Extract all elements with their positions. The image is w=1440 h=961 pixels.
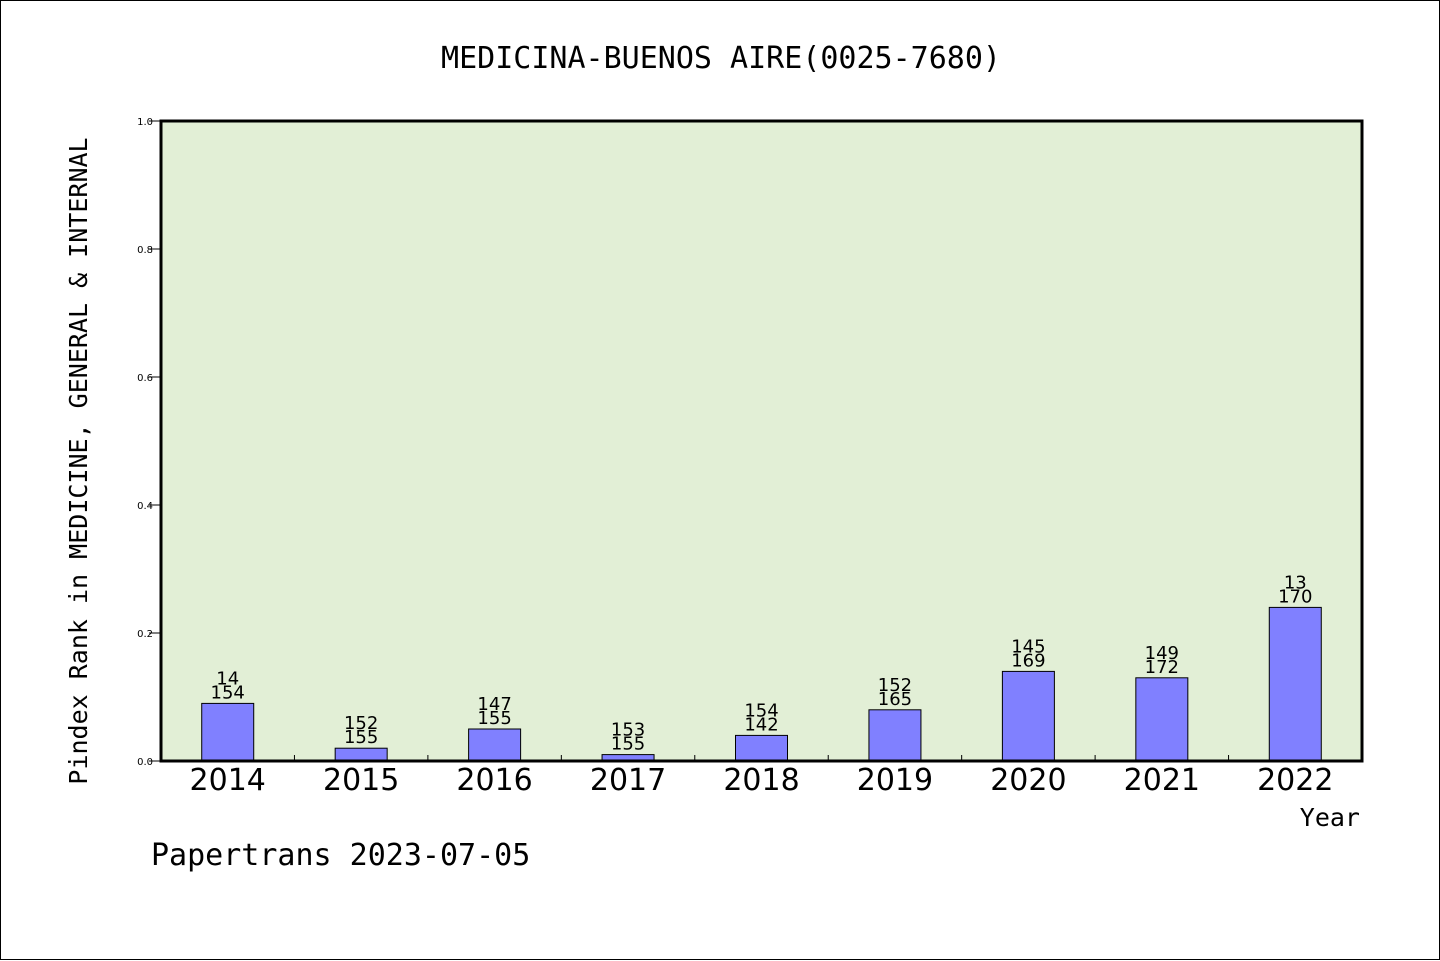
bar-2014 — [201, 702, 255, 762]
x-tick-label: 2014 — [190, 763, 266, 798]
y-tick-label: 1.0 — [137, 117, 153, 128]
bar-2022 — [1268, 606, 1322, 762]
x-tick-label: 2018 — [723, 763, 799, 798]
y-tick-label: 0.8 — [137, 245, 153, 256]
bar-2019 — [868, 709, 922, 762]
bar-label-bottom: 154 — [211, 682, 245, 703]
bar-label-top: 152 — [344, 713, 378, 734]
bar-label-bottom: 142 — [744, 714, 778, 735]
y-tick-label: 0.6 — [137, 373, 153, 384]
bar-label-top: 149 — [1145, 643, 1179, 664]
bar-label-bottom: 155 — [344, 727, 378, 748]
x-tick-label: 2016 — [456, 763, 532, 798]
x-tick-label: 2019 — [857, 763, 933, 798]
bar-2018 — [735, 734, 788, 762]
y-axis: 0.0 0.2 0.4 0.6 0.8 1.0 — [137, 117, 161, 768]
y-tick-label: 0.4 — [137, 501, 153, 512]
y-axis-title: Pindex Rank in MEDICINE, GENERAL & INTER… — [64, 137, 93, 784]
x-tick-label: 2021 — [1124, 763, 1200, 798]
bar-2021 — [1135, 677, 1189, 762]
bar-2020 — [1001, 670, 1055, 762]
x-axis: 2014 2015 2016 2017 2018 2019 2020 2021 2022 — [190, 755, 1333, 798]
bars-group — [201, 606, 1322, 762]
bar-label-top: 13 — [1284, 572, 1307, 593]
bar-label-top: 145 — [1011, 636, 1045, 657]
x-tick-label: 2022 — [1257, 763, 1333, 798]
bar-label-top: 152 — [878, 675, 912, 696]
bar-label-bottom: 170 — [1278, 586, 1312, 607]
x-axis-title: Year — [1300, 803, 1360, 832]
bar-2016 — [468, 728, 522, 762]
bar-labels-group: 1415415215514715515315515414215216514516… — [211, 572, 1313, 754]
plot-area — [161, 121, 1362, 761]
bar-label-top: 153 — [611, 720, 645, 741]
x-tick-label: 2017 — [590, 763, 666, 798]
bar-label-top: 14 — [216, 668, 239, 689]
bar-label-bottom: 155 — [477, 708, 511, 729]
y-tick-label: 0.0 — [137, 757, 153, 768]
bar-label-bottom: 169 — [1011, 650, 1045, 671]
chart-title: MEDICINA-BUENOS AIRE(0025-7680) — [441, 41, 1001, 76]
x-tick-label: 2015 — [323, 763, 399, 798]
bar-label-top: 154 — [744, 700, 778, 721]
bar-label-bottom: 172 — [1145, 657, 1179, 678]
y-tick-label: 0.2 — [137, 629, 153, 640]
bar-label-bottom: 155 — [611, 734, 645, 755]
bar-label-bottom: 165 — [878, 689, 912, 710]
x-tick-label: 2020 — [990, 763, 1066, 798]
bar-label-top: 147 — [477, 694, 511, 715]
footer-note: Papertrans 2023-07-05 — [151, 838, 530, 873]
plot-border — [159, 119, 1364, 763]
bar-2015 — [334, 747, 388, 762]
